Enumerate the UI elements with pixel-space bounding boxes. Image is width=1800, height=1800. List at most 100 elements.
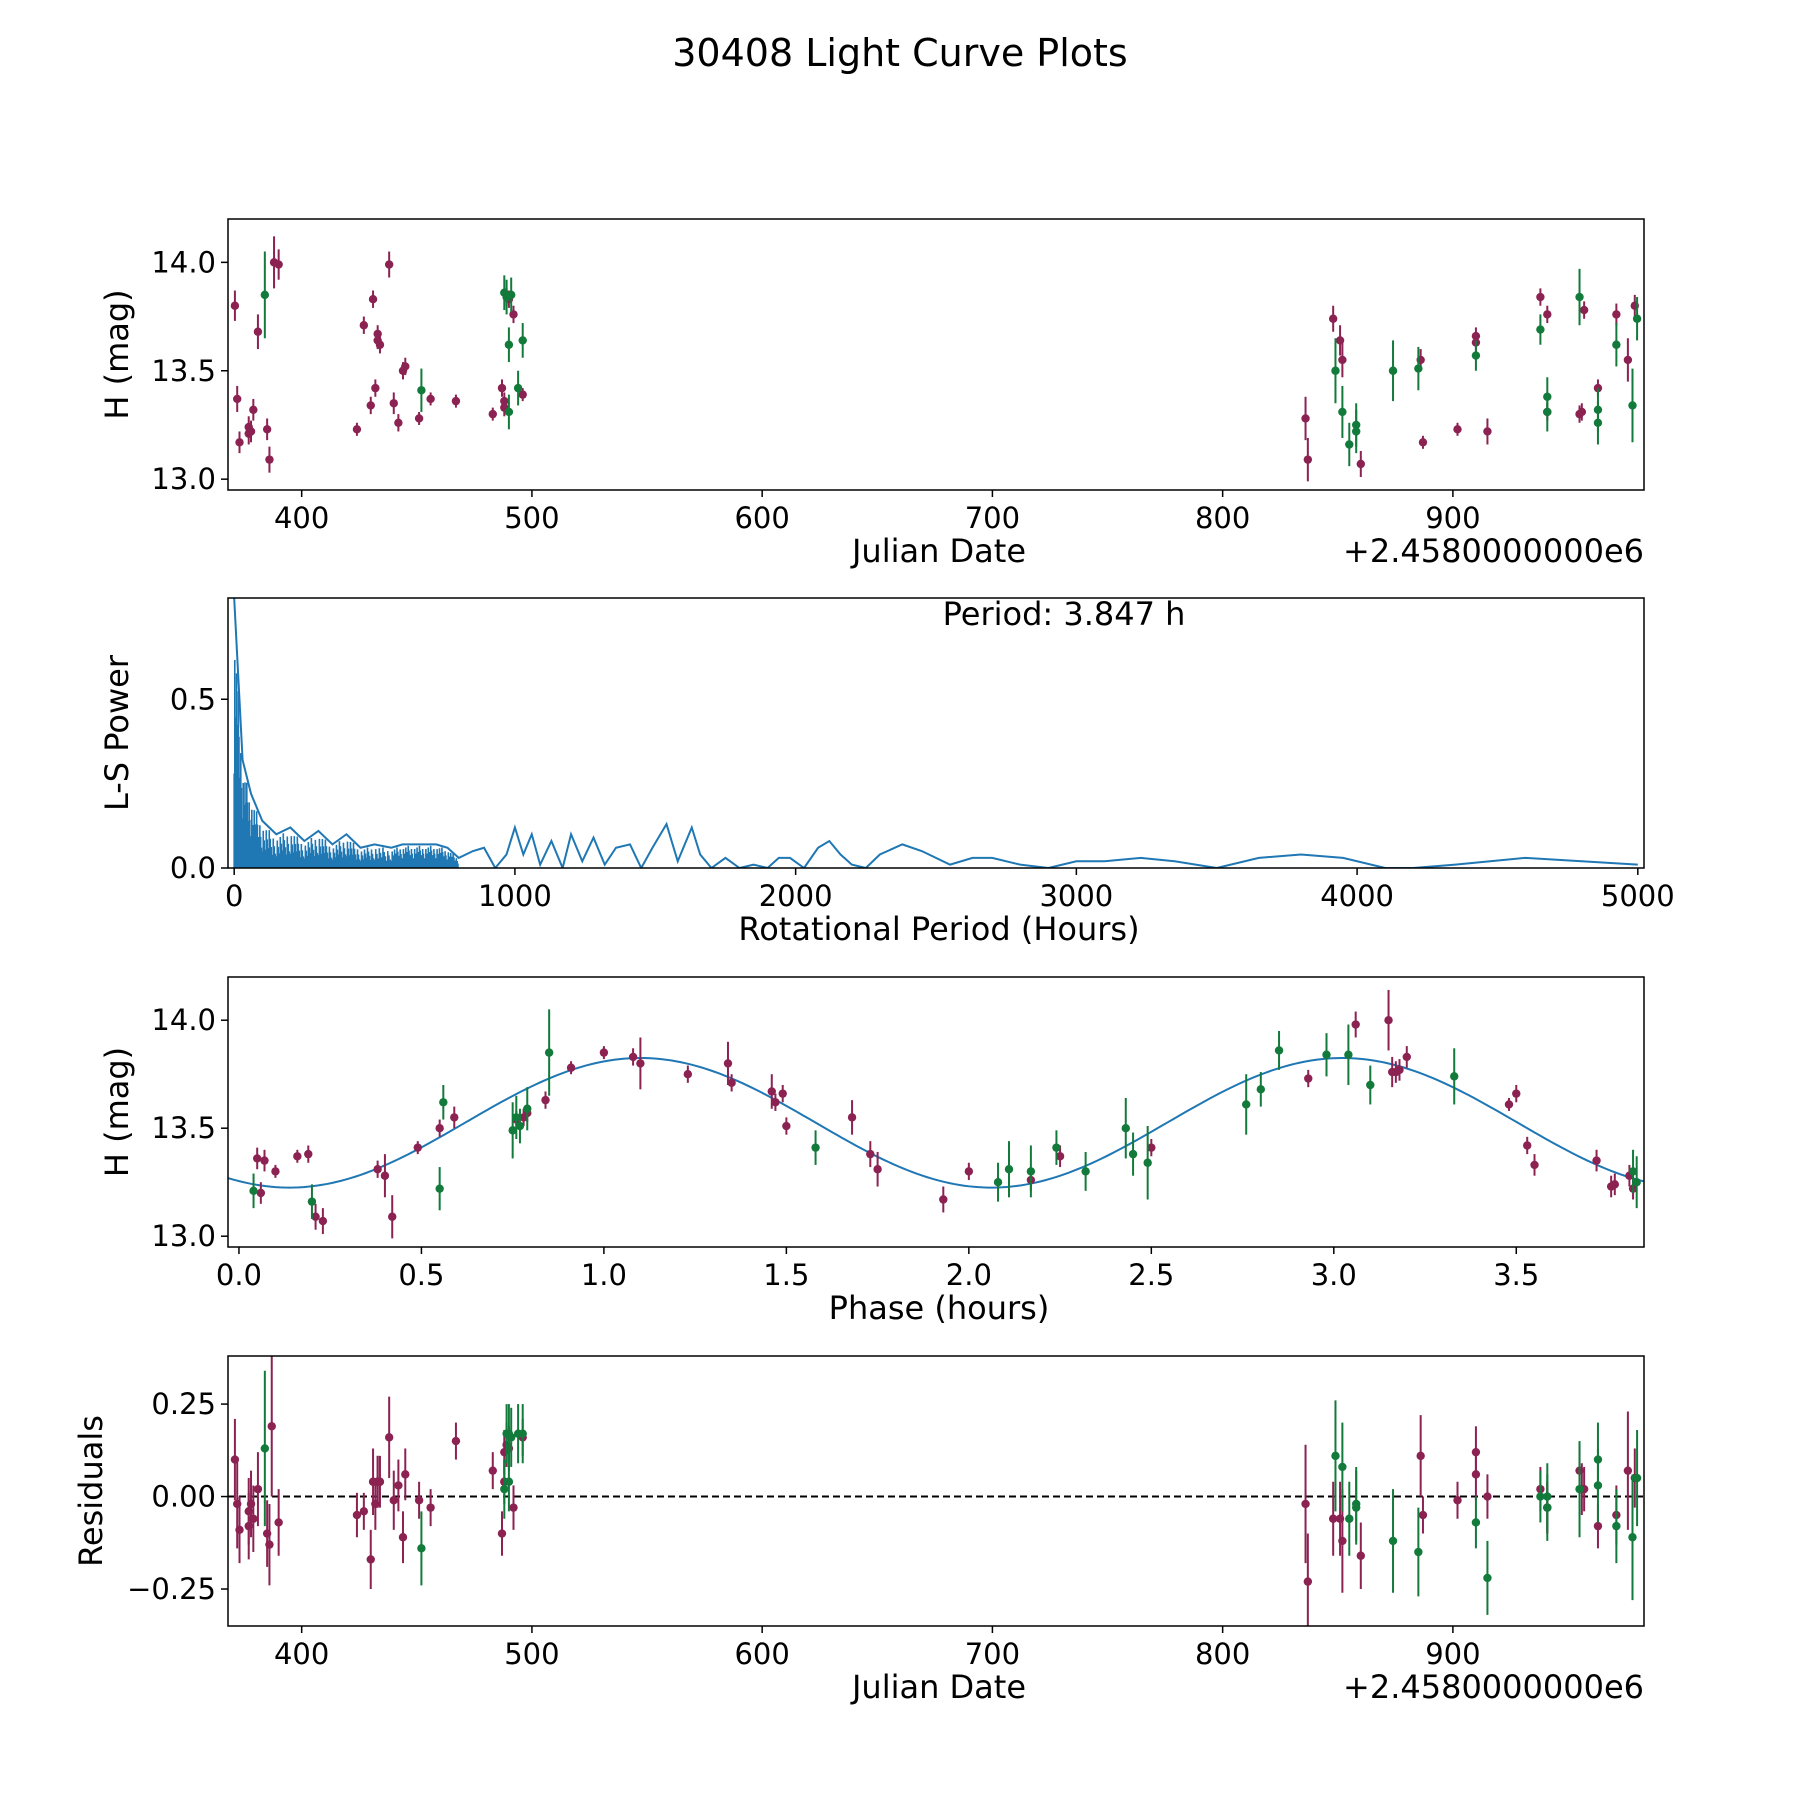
- data-point: [1351, 427, 1361, 436]
- data-point: [1418, 438, 1428, 447]
- plot-area: [233, 598, 1638, 868]
- data-point: [1471, 351, 1481, 360]
- data-point: [1303, 455, 1313, 464]
- y-axis-label: L-S Power: [98, 654, 136, 811]
- data-point: [1004, 1165, 1014, 1174]
- data-point: [426, 394, 435, 404]
- data-point: [1471, 1518, 1481, 1527]
- data-point: [866, 1149, 875, 1159]
- data-point: [307, 1197, 317, 1206]
- x-tick-label: 1000: [478, 879, 552, 913]
- data-point: [1483, 1573, 1492, 1583]
- data-point: [1331, 366, 1340, 375]
- panel-periodogram: 0 1000 2000 3000 4000 5000 0.0 0.5 Rotational Pe…: [98, 595, 1675, 948]
- x-tick-label: 2.5: [1128, 1258, 1174, 1292]
- data-point: [1338, 1462, 1347, 1472]
- data-point: [389, 399, 398, 408]
- x-tick-label: 2.0: [946, 1258, 992, 1292]
- data-point: [1575, 1484, 1584, 1494]
- data-point: [504, 1477, 514, 1486]
- data-point: [1322, 1050, 1331, 1059]
- data-point: [1395, 1065, 1404, 1075]
- x-tick-label: 600: [734, 501, 789, 535]
- data-point: [723, 1059, 733, 1068]
- data-point: [1418, 1510, 1428, 1520]
- data-point: [366, 401, 375, 410]
- data-point: [1632, 314, 1642, 323]
- axes-frame: [227, 976, 1645, 1248]
- data-point: [1384, 1016, 1393, 1025]
- data-point: [1536, 292, 1545, 302]
- data-point: [1504, 1100, 1514, 1109]
- data-point: [1304, 1074, 1313, 1083]
- data-point: [1612, 1521, 1621, 1531]
- data-point: [1388, 1536, 1398, 1546]
- data-point: [1303, 1577, 1313, 1586]
- x-tick-label: 4000: [1320, 879, 1394, 913]
- data-point: [544, 1048, 554, 1057]
- data-point: [371, 383, 380, 393]
- data-point: [265, 1540, 274, 1549]
- data-point: [518, 390, 527, 399]
- x-tick-label: 400: [274, 1637, 329, 1671]
- data-point: [1453, 425, 1462, 434]
- data-point: [439, 1098, 448, 1107]
- data-point: [1338, 407, 1347, 417]
- data-point: [1402, 1052, 1411, 1062]
- data-point: [388, 1212, 397, 1221]
- y-tick-label: 0.0: [170, 851, 216, 885]
- data-point: [253, 1484, 263, 1494]
- data-point: [1301, 414, 1310, 423]
- data-point: [233, 394, 242, 404]
- axes-frame: [227, 218, 1645, 491]
- data-point: [566, 1063, 576, 1072]
- y-tick-label: 13.0: [151, 462, 216, 496]
- data-point: [401, 1470, 410, 1479]
- data-point: [1593, 405, 1603, 414]
- data-point: [373, 1165, 382, 1174]
- y-tick-label: 0.00: [151, 1480, 216, 1514]
- data-point: [451, 396, 461, 406]
- x-tick-label: 0.5: [398, 1258, 444, 1292]
- data-point: [417, 1544, 426, 1553]
- x-tick-label: 5000: [1601, 879, 1675, 913]
- data-point: [235, 1525, 244, 1535]
- data-point: [771, 1098, 780, 1107]
- x-tick-label: 3.5: [1493, 1258, 1539, 1292]
- ls-power-aliasing: [233, 659, 459, 868]
- data-point: [939, 1195, 948, 1204]
- data-point: [1416, 1451, 1425, 1461]
- data-point: [811, 1143, 820, 1152]
- data-point: [683, 1070, 693, 1079]
- x-tick-label: 700: [965, 1637, 1020, 1671]
- x-tick-label: 1.0: [581, 1258, 627, 1292]
- data-point: [488, 409, 497, 419]
- x-axis-label: Rotational Period (Hours): [738, 910, 1139, 948]
- data-point: [252, 1154, 262, 1163]
- data-point: [249, 1514, 258, 1523]
- data-point: [504, 340, 514, 349]
- data-point: [1351, 1503, 1361, 1512]
- data-point: [515, 1121, 525, 1131]
- data-point: [398, 1533, 408, 1542]
- data-point: [235, 438, 244, 447]
- data-point: [1536, 325, 1545, 334]
- data-point: [262, 425, 272, 434]
- data-point: [1632, 1178, 1641, 1187]
- data-point: [1328, 1514, 1338, 1523]
- x-axis-label: Julian Date: [850, 532, 1026, 570]
- data-point: [450, 1113, 459, 1122]
- data-point: [1593, 1455, 1603, 1464]
- data-point: [230, 301, 240, 310]
- data-point: [1577, 407, 1587, 417]
- panel-residuals: 400 500 600 700 800 900 −0.25 0.00 0.25 Julian Da…: [72, 1355, 1645, 1706]
- data-point: [1121, 1124, 1130, 1133]
- data-point: [414, 414, 424, 423]
- data-point: [359, 1507, 369, 1516]
- data-point: [1610, 1180, 1620, 1189]
- data-point: [1623, 1466, 1633, 1475]
- x-tick-label: 900: [1425, 501, 1480, 535]
- x-tick-label: 1.5: [763, 1258, 809, 1292]
- data-point: [497, 1529, 507, 1538]
- data-point: [318, 1216, 328, 1226]
